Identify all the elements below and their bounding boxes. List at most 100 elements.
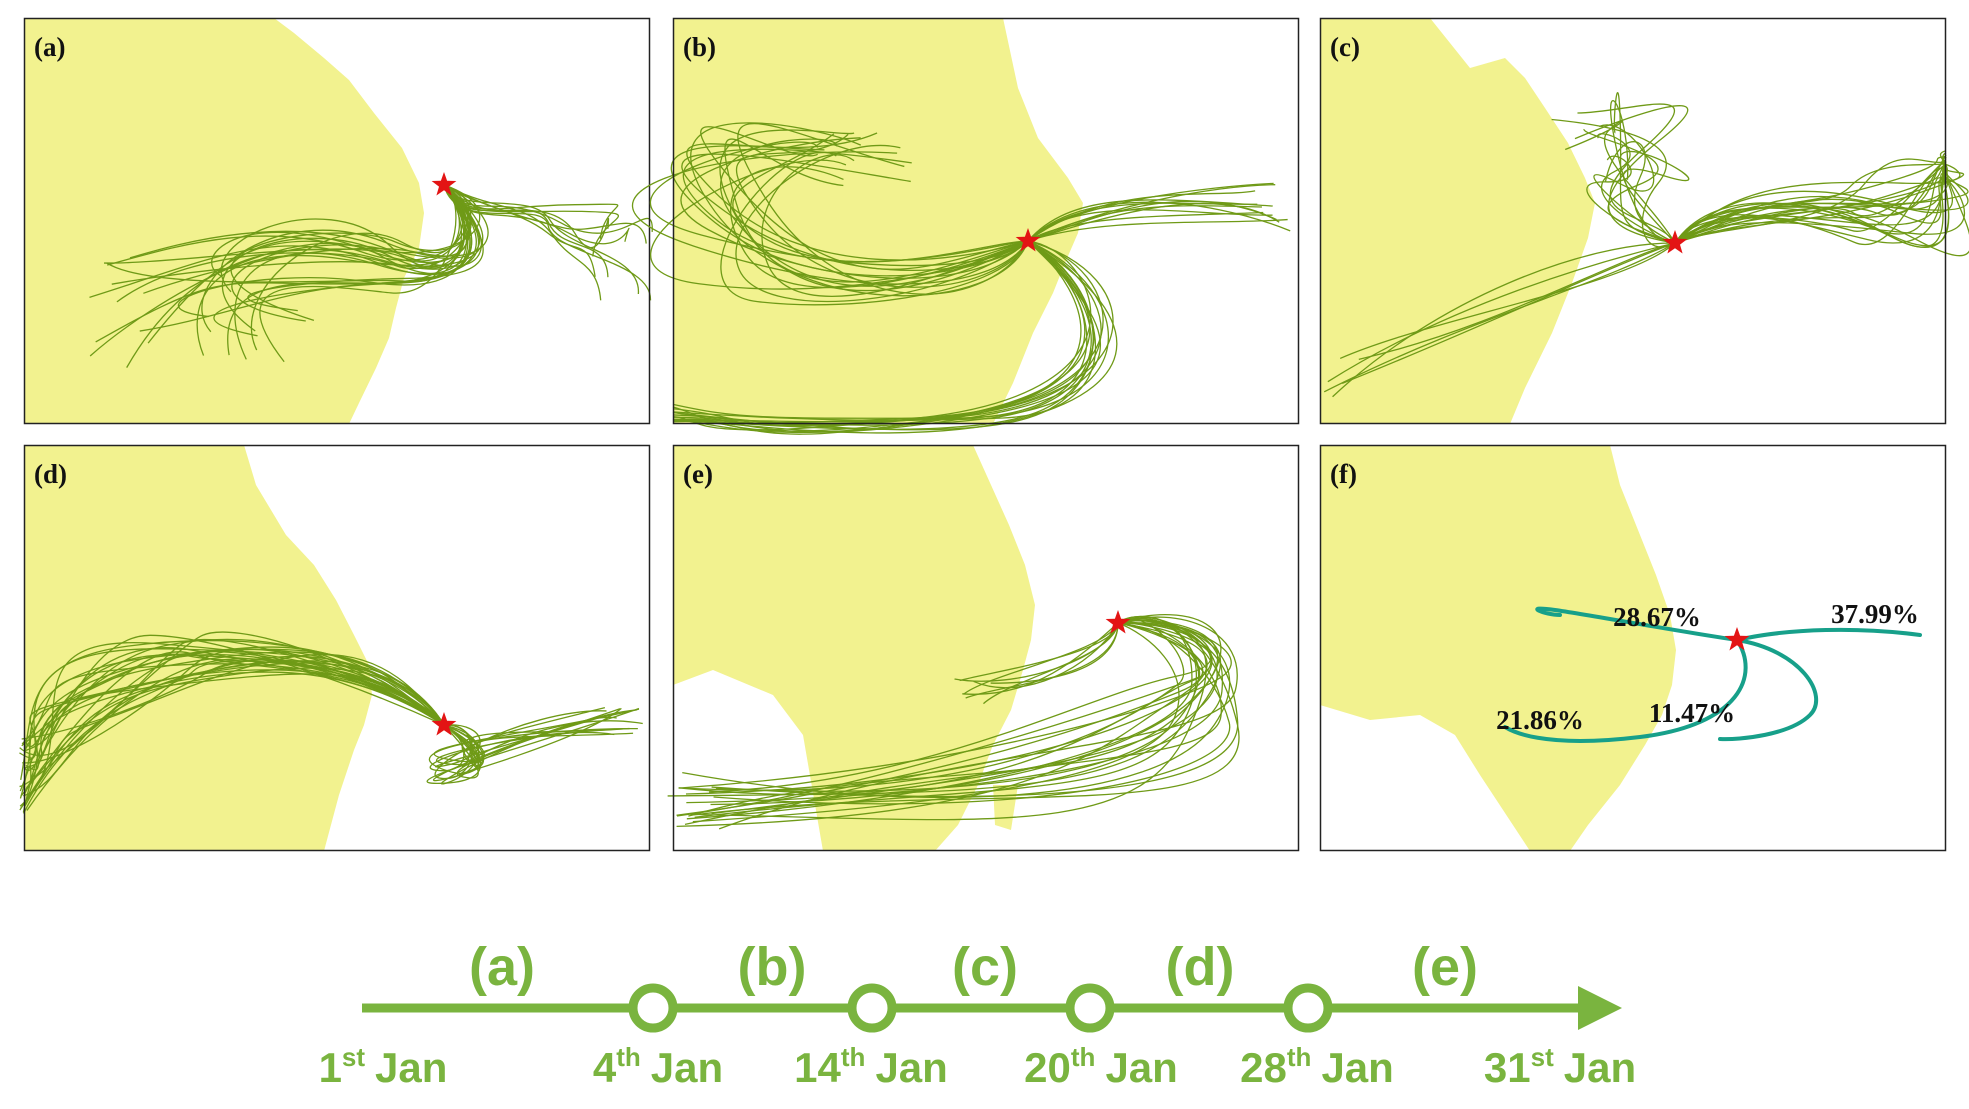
trajectory-line <box>684 621 1222 825</box>
panel-label-b: (b) <box>683 32 716 62</box>
panel-frame <box>1319 444 1947 852</box>
panel-frame <box>1319 17 1947 425</box>
trajectory-line <box>672 240 1092 426</box>
trajectory-line <box>962 622 1119 695</box>
trajectory-line <box>720 138 1029 287</box>
panel-d: (d) <box>19 444 651 852</box>
trajectory-line <box>443 184 602 301</box>
trajectory-line <box>1027 182 1274 242</box>
trajectory-line <box>129 184 482 267</box>
timeline-date-31st: 31st Jan <box>1484 1042 1636 1091</box>
trajectory-line <box>22 660 445 814</box>
trajectory-line <box>443 184 653 234</box>
trajectory-line <box>686 622 1224 804</box>
trajectory-line <box>1341 242 1676 384</box>
timeline: (a) (b) (c) (d) (e) 1st Jan 4th Jan 14th Ja… <box>319 937 1637 1091</box>
trajectory-line <box>690 616 1240 816</box>
trajectory-line <box>1027 218 1288 242</box>
trajectory-line <box>220 184 466 293</box>
cluster-means <box>1503 606 1922 743</box>
date-month: Jan <box>651 1044 723 1091</box>
trajectory-line <box>1574 105 1689 244</box>
trajectory-line <box>983 622 1119 705</box>
date-num: 20 <box>1024 1044 1071 1091</box>
trajectory-bundle <box>667 614 1240 830</box>
timeline-date-28th: 28th Jan <box>1240 1042 1394 1091</box>
cluster-label-3: 21.86% <box>1496 705 1584 735</box>
trajectory-line <box>231 184 481 322</box>
trajectory-line <box>95 184 480 343</box>
timeline-date-20th: 20th Jan <box>1024 1042 1178 1091</box>
trajectory-line <box>681 153 1029 271</box>
panel-f: (f) 28.67% 37.99% 21.86% 11.47% <box>1319 444 1947 852</box>
trajectory-line <box>443 184 640 295</box>
timeline-date-4th: 4th Jan <box>593 1042 723 1091</box>
trajectory-line <box>713 622 1231 805</box>
timeline-marker-20th <box>1065 983 1115 1033</box>
trajectory-line <box>20 654 445 809</box>
panel-frame <box>672 444 1300 852</box>
trajectory-line <box>1609 100 1676 244</box>
trajectory-line <box>21 663 445 745</box>
timeline-period-b: (b) <box>738 937 807 997</box>
panel-frame <box>23 17 651 425</box>
trajectory-line <box>686 615 1193 820</box>
date-num: 31 <box>1484 1044 1531 1091</box>
date-month: Jan <box>875 1044 947 1091</box>
panel-frame <box>672 17 1300 425</box>
panel-label-c: (c) <box>1330 32 1360 62</box>
trajectory-line <box>1597 133 1676 244</box>
date-month: Jan <box>1564 1044 1636 1091</box>
trajectory-line <box>443 184 610 249</box>
timeline-period-a: (a) <box>469 937 535 997</box>
trajectory-line <box>672 240 1091 435</box>
trajectory-line <box>1027 209 1273 242</box>
trajectory-line <box>700 126 1029 270</box>
trajectory-line <box>735 145 1029 302</box>
trajectory-line <box>443 184 619 239</box>
trajectory-line <box>25 646 445 749</box>
trajectory-line <box>690 122 1029 297</box>
panel-b: (b) <box>631 17 1300 435</box>
timeline-period-e: (e) <box>1412 937 1478 997</box>
trajectory-line <box>1577 103 1676 244</box>
map-australia-d <box>19 444 651 852</box>
panel-label-a: (a) <box>34 32 65 62</box>
trajectory-line <box>672 240 1102 433</box>
trajectory-line <box>1674 158 1947 244</box>
date-sup: th <box>1071 1042 1096 1072</box>
date-sup: st <box>1531 1042 1554 1072</box>
timeline-marker-14th <box>847 983 897 1033</box>
trajectory-line <box>25 671 445 769</box>
timeline-marker-4th <box>628 983 678 1033</box>
trajectory-line <box>250 184 460 351</box>
cluster-path-4 <box>1718 638 1819 742</box>
date-num: 28 <box>1240 1044 1287 1091</box>
trajectory-line <box>1027 205 1262 242</box>
trajectory-line <box>959 622 1119 682</box>
timeline-period-d: (d) <box>1166 937 1235 997</box>
trajectory-line <box>719 129 1029 292</box>
trajectory-line <box>25 662 445 771</box>
trajectory-line <box>443 707 606 767</box>
trajectory-line <box>1327 242 1676 383</box>
trajectory-bundle <box>89 184 653 368</box>
trajectory-line <box>1027 200 1277 242</box>
trajectory-line <box>676 622 1208 827</box>
trajectory-line <box>28 639 445 761</box>
trajectory-line <box>1332 242 1676 398</box>
trajectory-line <box>1674 161 1965 244</box>
date-sup: th <box>1287 1042 1312 1072</box>
trajectory-bundle <box>1323 92 1969 398</box>
date-sup: st <box>342 1042 365 1072</box>
panel-label-e: (e) <box>683 459 713 489</box>
date-sup: th <box>616 1042 641 1072</box>
trajectory-line <box>23 673 445 795</box>
trajectory-line <box>1339 242 1676 360</box>
cluster-path-3 <box>1503 638 1748 743</box>
trajectory-line <box>436 724 630 766</box>
trajectory-line <box>684 618 1185 791</box>
timeline-marker-28th <box>1283 983 1333 1033</box>
date-month: Jan <box>1321 1044 1393 1091</box>
